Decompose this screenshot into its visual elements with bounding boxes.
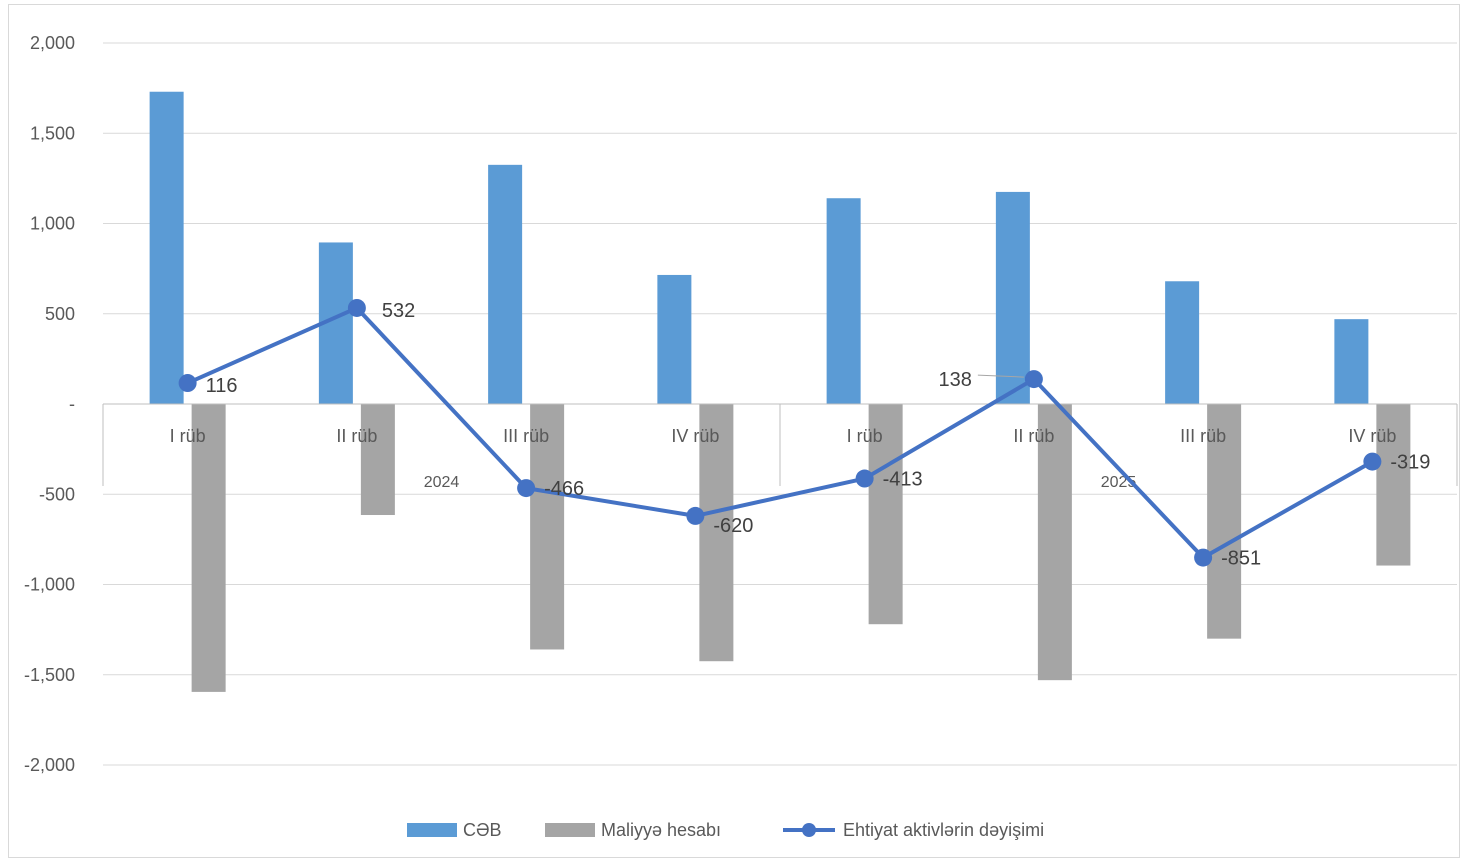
y-tick-label: 1,000 (30, 214, 75, 234)
line-point-0 (178, 374, 197, 393)
bar-ceb-6 (1165, 281, 1200, 404)
category-label: III rüb (1180, 426, 1226, 446)
bars (149, 91, 1411, 692)
category-labels: I rüb II rüb III rüb IV rüb I rüb II rüb III r… (170, 426, 1397, 446)
line-point-1 (347, 298, 366, 317)
legend-marker-ehtiyat (802, 823, 816, 837)
line-point-3 (686, 506, 705, 525)
line-series (178, 298, 1382, 567)
line-point-7 (1363, 452, 1382, 471)
legend-swatch-ceb (407, 823, 457, 837)
bar-maliyye-1 (360, 404, 395, 516)
bar-maliyye-2 (530, 404, 565, 650)
category-label: I rüb (170, 426, 206, 446)
data-label: -319 (1390, 452, 1430, 474)
line-point-5 (1024, 370, 1043, 389)
y-tick-label: 500 (45, 304, 75, 324)
line-point-4 (855, 469, 874, 488)
data-label-leader (977, 374, 1024, 378)
data-label: 138 (939, 369, 972, 391)
legend-label-ceb: CƏB (463, 820, 502, 840)
category-axis (102, 403, 1458, 486)
bar-ceb-7 (1334, 319, 1369, 404)
legend-label-ehtiyat: Ehtiyat aktivlərin dəyişimi (843, 820, 1044, 840)
bar-maliyye-6 (1207, 404, 1242, 639)
y-tick-label: 2,000 (30, 33, 75, 53)
data-label: -413 (883, 469, 923, 491)
y-tick-label: -500 (39, 484, 75, 504)
bar-ceb-2 (488, 164, 523, 404)
category-label: IV rüb (671, 426, 719, 446)
bar-maliyye-4 (868, 404, 903, 625)
data-labels: 116 532 -466 -620 -413 138 -851 -319 (206, 300, 1431, 570)
category-label: II rüb (1013, 426, 1054, 446)
chart-frame (8, 4, 1460, 858)
bar-maliyye-3 (699, 404, 734, 662)
bar-maliyye-5 (1037, 404, 1072, 681)
y-tick-label: 1,500 (30, 123, 75, 143)
line-ehtiyat (186, 305, 1374, 560)
category-label: I rüb (847, 426, 883, 446)
category-label: III rüb (503, 426, 549, 446)
data-label: -851 (1221, 548, 1261, 570)
group-label: 2024 (424, 474, 460, 491)
bar-ceb-5 (995, 191, 1030, 404)
data-label: 116 (206, 375, 238, 397)
y-tick-label: - (69, 394, 75, 414)
y-tick-label: -2,000 (24, 755, 75, 775)
bar-ceb-0 (149, 91, 184, 405)
data-label: -466 (544, 478, 584, 500)
line-point-6 (1194, 548, 1213, 567)
data-label: -620 (713, 515, 753, 537)
legend: CƏB Maliyyə hesabı Ehtiyat aktivlərin dəyi… (407, 820, 1044, 840)
category-label: II rüb (336, 426, 377, 446)
y-tick-label: -1,500 (24, 665, 75, 685)
category-label: IV rüb (1348, 426, 1396, 446)
y-tick-label: -1,000 (24, 575, 75, 595)
legend-label-maliyye: Maliyyə hesabı (601, 820, 721, 840)
bar-maliyye-7 (1376, 404, 1411, 566)
legend-swatch-maliyye (545, 823, 595, 837)
bar-maliyye-0 (191, 404, 226, 692)
data-label: 532 (382, 300, 415, 322)
bar-ceb-3 (657, 274, 692, 404)
bar-ceb-4 (826, 198, 861, 404)
line-point-2 (517, 479, 536, 498)
y-axis-ticks: 2,000 1,500 1,000 500 - -500 -1,000 -1,500 -2,00… (24, 33, 75, 775)
